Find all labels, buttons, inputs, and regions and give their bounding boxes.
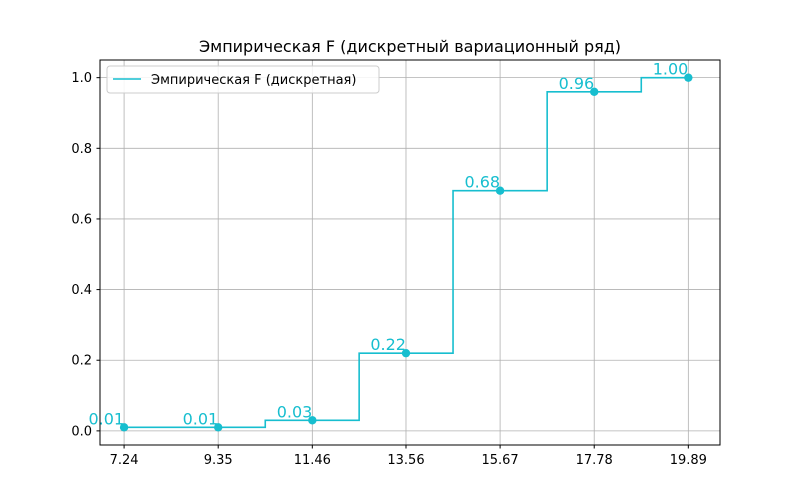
y-tick-label: 0.2 — [71, 354, 92, 369]
chart-title: Эмпирическая F (дискретный вариационный … — [199, 37, 621, 56]
data-point — [684, 73, 693, 82]
series-layer: 0.01 0.01 0.03 0.22 0.68 0.96 1.00 — [88, 60, 693, 432]
y-tick-label: 0.4 — [71, 283, 92, 298]
x-tick-label: 13.56 — [387, 453, 424, 468]
data-point — [590, 87, 599, 96]
x-tick-label: 11.46 — [294, 453, 331, 468]
y-tick-label: 0.8 — [71, 142, 92, 157]
x-tick-label: 9.35 — [204, 453, 233, 468]
legend: Эмпирическая F (дискретная) — [106, 65, 380, 94]
data-label: 0.03 — [277, 402, 313, 421]
legend-box — [106, 65, 380, 94]
y-tick-label: 0.0 — [71, 424, 92, 439]
tick-layer: 7.24 9.35 11.46 13.56 15.67 17.78 19.89 0.0 0.2 0… — [71, 71, 707, 468]
y-tick-label: 1.0 — [71, 71, 92, 86]
x-tick-label: 19.89 — [670, 453, 707, 468]
y-tick-label: 0.6 — [71, 212, 92, 227]
data-point — [119, 423, 129, 432]
x-tick-label: 17.78 — [576, 453, 613, 468]
data-point — [495, 186, 505, 195]
plot-frame — [99, 59, 721, 446]
series-step-line — [124, 76, 689, 429]
data-point — [308, 416, 317, 425]
x-tick-label: 7.24 — [110, 453, 139, 468]
data-label: 1.00 — [653, 60, 689, 79]
data-label: 0.22 — [370, 335, 406, 354]
legend-label: Эмпирическая F (дискретная) — [151, 73, 356, 88]
data-label: 0.96 — [559, 74, 595, 93]
data-point — [214, 423, 223, 432]
data-point — [401, 348, 411, 358]
grid — [100, 60, 720, 445]
data-label: 0.01 — [88, 409, 124, 428]
x-tick-label: 15.67 — [481, 453, 518, 468]
data-label: 0.68 — [464, 173, 500, 192]
data-label: 0.01 — [183, 409, 219, 428]
